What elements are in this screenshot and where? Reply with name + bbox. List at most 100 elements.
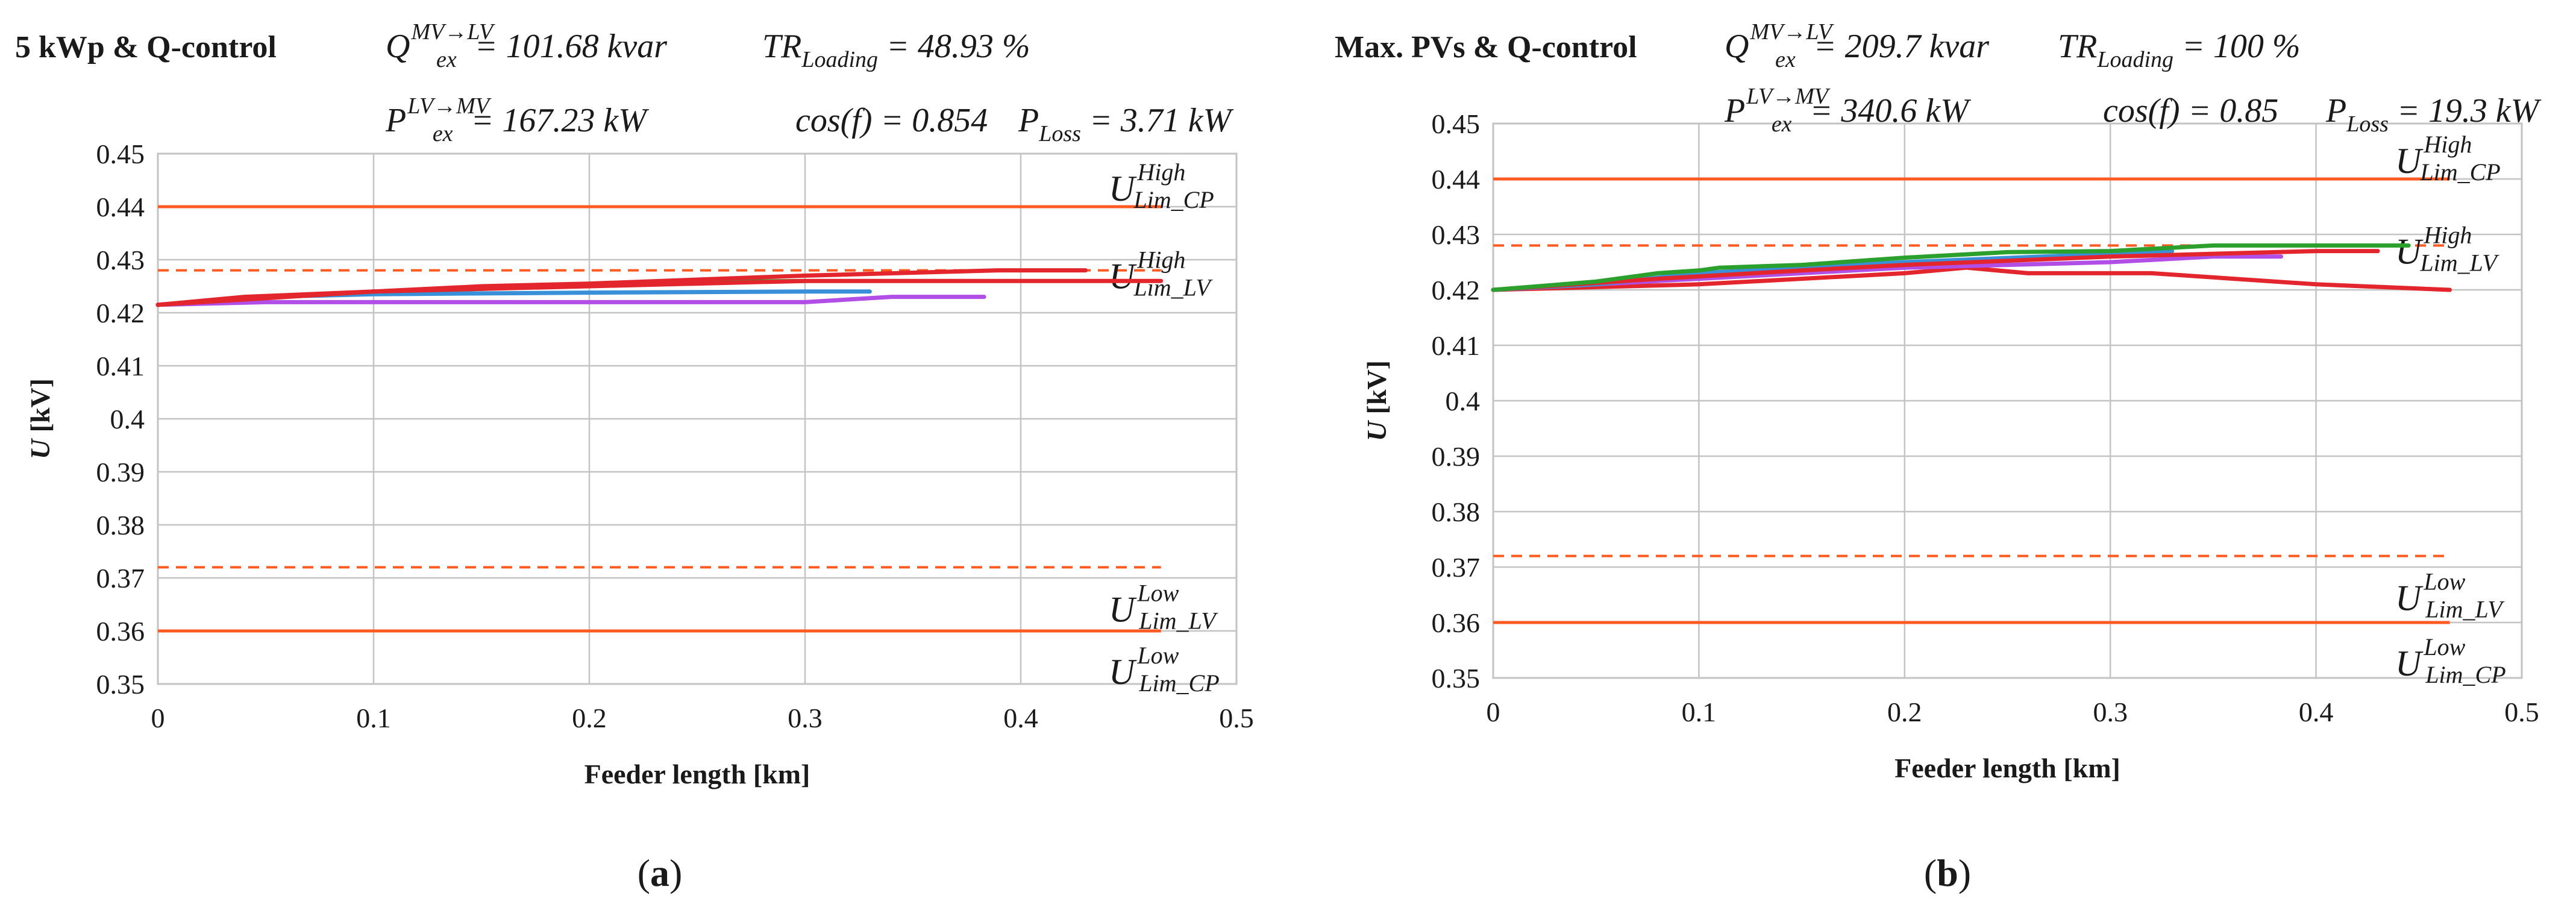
limit-label-sub: Lim_CP — [2425, 661, 2505, 688]
limit-label-sub: Lim_CP — [1138, 670, 1219, 697]
chart-panel-b: 0.35 0.36 0.37 0.38 0.39 0.4 0.41 0.42 0.43 0.44 0… — [1335, 19, 2542, 894]
caption-paren-close: ) — [669, 851, 682, 894]
x-tick-label: 0.4 — [2299, 697, 2334, 727]
limit-label-symbol: U — [1109, 589, 1137, 629]
limit-label-sup: High — [1136, 246, 1185, 274]
y-tick-label: 0.38 — [96, 510, 145, 541]
x-tick-label: 0.3 — [2093, 697, 2128, 727]
q-exchange-sup: MV→LV — [410, 19, 495, 45]
tr-loading-symbol: TR — [762, 28, 801, 65]
limit-label: U High Lim_CP — [2395, 131, 2501, 186]
y-axis-title-unit: [kV] — [1361, 360, 1392, 421]
y-axis-title-unit: [kV] — [25, 378, 55, 439]
limit-label-symbol: U — [1109, 169, 1137, 209]
cos-phi: cos(f) = 0.85 — [2103, 92, 2278, 130]
tr-loading: TRLoading = 100 % — [2058, 28, 2301, 72]
caption-letter: a — [650, 851, 669, 894]
y-axis-title-symbol: U — [25, 437, 55, 459]
y-axis-title: U [kV] — [25, 378, 55, 459]
x-axis-title: Feeder length [km] — [584, 759, 810, 789]
y-tick-label: 0.45 — [96, 139, 145, 169]
caption-letter: b — [1937, 851, 1958, 894]
series-line — [155, 268, 1088, 307]
y-tick-label: 0.35 — [96, 669, 145, 700]
p-loss-symbol: P — [1018, 102, 1039, 139]
caption-paren-close: ) — [1958, 851, 1971, 894]
y-tick-label: 0.41 — [1432, 330, 1481, 361]
x-axis-title: Feeder length [km] — [1894, 753, 2120, 783]
limit-label: U High Lim_CP — [1109, 158, 1214, 213]
limit-label: U Low Lim_CP — [1109, 642, 1220, 697]
limit-label-sup: Low — [2423, 633, 2465, 660]
limit-label-sup: High — [2423, 131, 2472, 158]
y-tick-label: 0.37 — [96, 563, 145, 594]
x-tick-label: 0.1 — [1682, 697, 1717, 727]
q-exchange: QMV→LV ex = 209.7 kvar — [1725, 19, 1989, 72]
y-tick-label: 0.39 — [1432, 441, 1481, 472]
panel-caption: (b) — [1924, 851, 1971, 894]
limit-label-sub: Lim_CP — [2419, 158, 2500, 186]
limit-label-sup: Low — [1136, 642, 1179, 669]
series-line — [1491, 254, 2284, 292]
tr-loading-sub: Loading — [2096, 47, 2173, 72]
panel-title: Max. PVs & Q-control — [1335, 30, 1637, 64]
p-loss-sub: Loss — [1038, 121, 1081, 146]
p-exchange-symbol: P — [1724, 92, 1745, 130]
limit-label-sup: High — [1136, 158, 1185, 186]
chart-panel-a: 0.35 0.36 0.37 0.38 0.39 0.4 0.41 0.42 0.43 0.44 0… — [15, 19, 1254, 894]
panel-caption: (a) — [638, 851, 683, 894]
p-exchange-sup: LV→MV — [407, 93, 492, 119]
x-tick-label: 0.2 — [572, 703, 607, 733]
cos-phi: cos(f) = 0.854 — [795, 102, 988, 139]
tr-loading-value: = 100 % — [2173, 28, 2300, 65]
tr-loading-value: = 48.93 % — [878, 28, 1030, 65]
tr-loading-symbol: TR — [2058, 28, 2097, 65]
p-loss-value: = 19.3 kW — [2389, 92, 2542, 130]
x-tick-label: 0.2 — [1887, 697, 1922, 727]
y-tick-label: 0.43 — [96, 245, 145, 275]
series-line — [1491, 243, 2411, 292]
p-loss: PLoss = 19.3 kW — [2325, 92, 2542, 137]
limit-label: U High Lim_LV — [2395, 221, 2499, 276]
x-tick-label: 0 — [1487, 697, 1500, 727]
q-exchange-symbol: Q — [1725, 28, 1749, 65]
caption-paren-open: ( — [638, 851, 650, 894]
y-axis-title: U [kV] — [1361, 360, 1392, 441]
limit-label-sup: Low — [2423, 568, 2465, 595]
p-exchange-sub: ex — [433, 121, 453, 146]
x-tick-label: 0.4 — [1003, 703, 1038, 733]
x-tick-label: 0.3 — [788, 703, 823, 733]
limit-label-sub: Lim_LV — [2425, 596, 2505, 623]
panel-title: 5 kWp & Q-control — [15, 30, 277, 64]
p-loss: PLoss = 3.71 kW — [1018, 102, 1234, 146]
limit-label-symbol: U — [2395, 231, 2424, 271]
series-line — [155, 295, 986, 307]
y-tick-label: 0.41 — [96, 351, 145, 381]
limit-label: U Low Lim_CP — [2395, 633, 2506, 688]
y-tick-label: 0.38 — [1432, 497, 1481, 527]
p-exchange: PLV→MV ex = 340.6 kW — [1724, 84, 1971, 137]
y-axis-title-symbol: U — [1361, 419, 1392, 441]
limit-label-symbol: U — [2395, 579, 2424, 618]
tr-loading: TRLoading = 48.93 % — [762, 28, 1030, 72]
limit-label-symbol: U — [1109, 257, 1137, 296]
limit-label-sub: Lim_CP — [1133, 186, 1214, 213]
q-exchange-sub: ex — [436, 47, 457, 72]
limit-label-sup: High — [2423, 221, 2472, 248]
y-tick-label: 0.44 — [1432, 164, 1481, 195]
p-exchange-symbol: P — [385, 102, 406, 139]
y-tick-label: 0.36 — [96, 616, 145, 647]
limit-label-sub: Lim_LV — [1133, 274, 1213, 301]
p-exchange-value: = 340.6 kW — [1810, 92, 1972, 130]
limit-label-sub: Lim_LV — [2419, 249, 2499, 276]
y-tick-label: 0.39 — [96, 457, 145, 488]
y-tick-label: 0.44 — [96, 192, 145, 222]
p-exchange-sub: ex — [1772, 111, 1792, 137]
tr-loading-sub: Loading — [801, 47, 878, 72]
p-loss-sub: Loss — [2346, 111, 2389, 137]
y-tick-label: 0.45 — [1432, 108, 1481, 139]
y-tick-label: 0.36 — [1432, 607, 1481, 638]
x-tick-label: 0.5 — [2504, 697, 2539, 727]
x-tick-label: 0.5 — [1219, 703, 1254, 733]
